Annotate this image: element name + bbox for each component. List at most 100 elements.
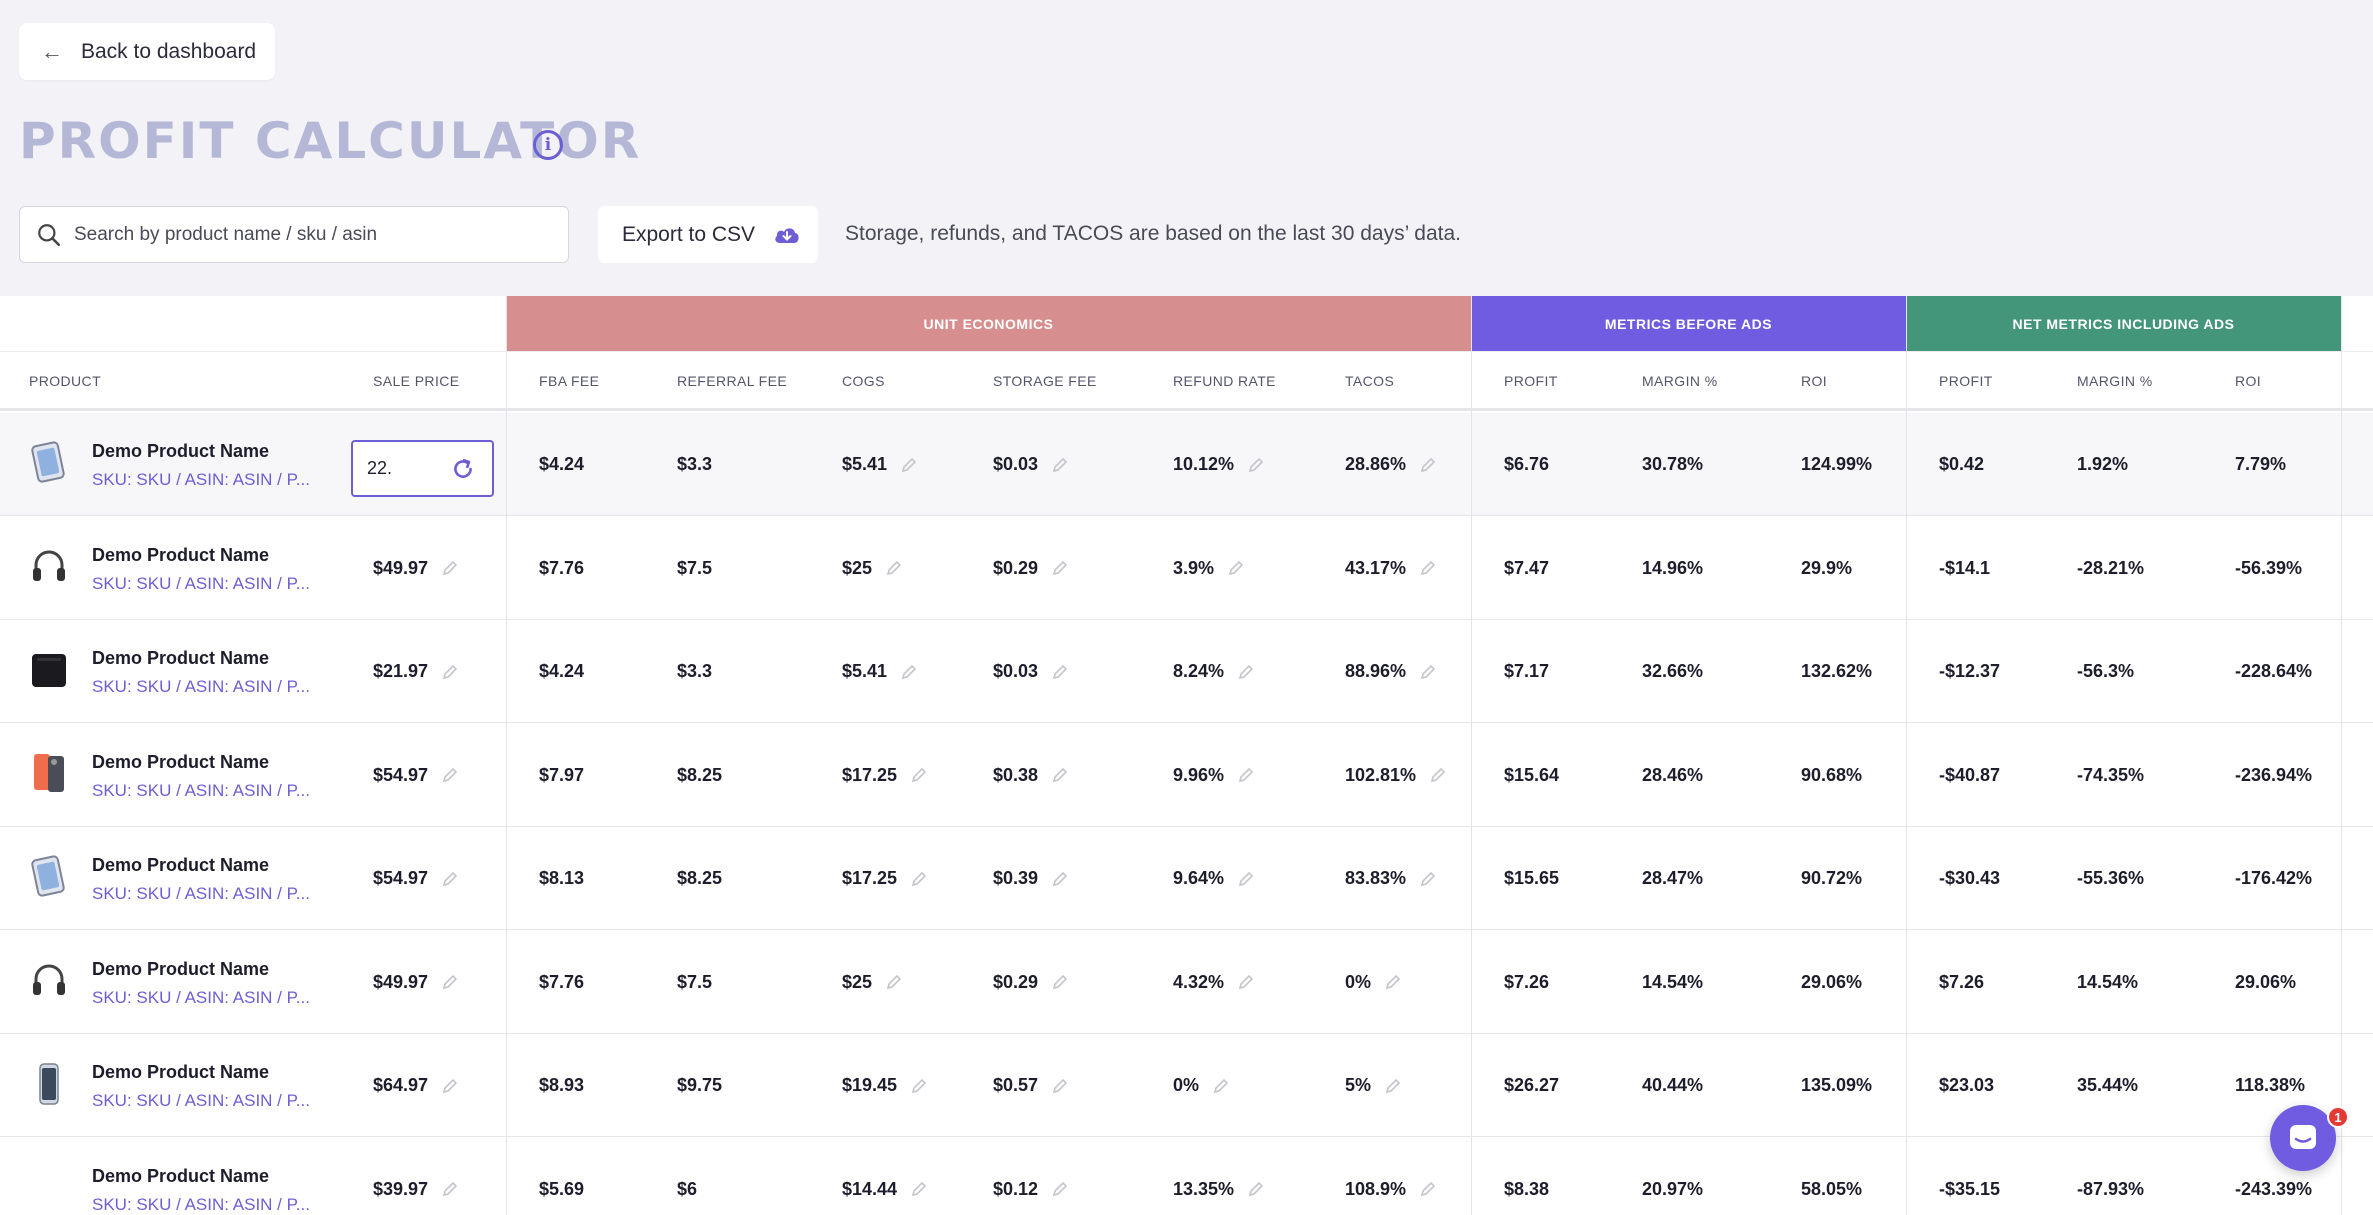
referral-value: $6 [677,1178,698,1199]
pencil-icon[interactable] [911,767,927,783]
search-field[interactable] [19,206,569,263]
pencil-icon[interactable] [1052,560,1068,576]
col-profit[interactable]: PROFIT [1504,372,1558,389]
pencil-icon[interactable] [1248,457,1264,473]
col-roi[interactable]: ROI [1801,372,1828,389]
pencil-icon[interactable] [442,560,458,576]
refund-cell: 3.9% [1173,517,1244,620]
pencil-icon[interactable] [1238,664,1254,680]
pencil-icon[interactable] [442,1181,458,1197]
pencil-icon[interactable] [1052,871,1068,887]
net-profit-cell: -$12.37 [1939,620,2000,723]
pencil-icon[interactable] [1420,1181,1436,1197]
cogs-cell: $17.25 [842,724,927,827]
tacos-cell: 0% [1345,931,1401,1034]
pencil-icon[interactable] [901,457,917,473]
pencil-icon[interactable] [1228,560,1244,576]
net-margin-cell: -87.93% [2077,1138,2144,1215]
data-note: Storage, refunds, and TACOS are based on… [845,222,1461,245]
col-storage-fee[interactable]: STORAGE FEE [993,372,1097,389]
chat-launcher-button[interactable] [2270,1105,2336,1171]
pencil-icon[interactable] [1052,1078,1068,1094]
export-csv-button[interactable]: Export to CSV [598,206,818,263]
product-name: Demo Product Name [92,855,270,875]
pencil-icon[interactable] [1430,767,1446,783]
pencil-icon[interactable] [442,871,458,887]
profit-cell: $26.27 [1504,1034,1559,1137]
back-to-dashboard-button[interactable]: ← Back to dashboard [19,23,275,80]
margin-value: 28.47% [1642,868,1704,888]
product-sku[interactable]: SKU: SKU / ASIN: ASIN / P... [92,987,310,1007]
pencil-icon[interactable] [911,1181,927,1197]
net-profit-value: -$40.87 [1939,764,2001,785]
pencil-icon[interactable] [442,767,458,783]
fba-value: $7.97 [539,764,585,785]
pencil-icon[interactable] [1052,664,1068,680]
product-sku[interactable]: SKU: SKU / ASIN: ASIN / P... [92,1194,310,1214]
col-tacos[interactable]: TACOS [1345,372,1395,389]
col-margin[interactable]: MARGIN % [1642,372,1718,389]
sale-price-value: $54.97 [373,868,429,888]
product-sku[interactable]: SKU: SKU / ASIN: ASIN / P... [92,573,310,593]
col-referral-fee[interactable]: REFERRAL FEE [677,372,788,389]
col-product[interactable]: PRODUCT [29,372,102,389]
col-cogs[interactable]: COGS [842,372,885,389]
product-sku[interactable]: SKU: SKU / ASIN: ASIN / P... [92,677,310,696]
sale-price-value: 22. [367,458,393,478]
refund-cell: 8.24% [1173,620,1254,723]
pencil-icon[interactable] [1238,767,1254,783]
table-row: Demo Product Name SKU: SKU / ASIN: ASIN /… [0,827,2373,930]
sale-price-input[interactable]: 22. [351,440,494,497]
col-net-profit[interactable]: PROFIT [1939,372,1993,389]
product-sku[interactable]: SKU: SKU / ASIN: ASIN / P... [92,780,310,800]
col-net-margin[interactable]: MARGIN % [2077,372,2153,389]
pencil-icon[interactable] [1385,1078,1401,1094]
cogs-cell: $25 [842,517,902,620]
net-roi-cell: -176.42% [2235,827,2312,930]
pencil-icon[interactable] [1238,871,1254,887]
pencil-icon[interactable] [1238,974,1254,990]
col-fba-fee[interactable]: FBA FEE [539,372,600,389]
refund-value: 13.35% [1173,1178,1235,1199]
product-sku[interactable]: SKU: SKU / ASIN: ASIN / P... [92,884,310,903]
pencil-icon[interactable] [1052,974,1068,990]
pencil-icon[interactable] [901,664,917,680]
tacos-value: 28.86% [1345,454,1407,474]
pencil-icon[interactable] [1385,974,1401,990]
col-sale-price[interactable]: SALE PRICE [373,372,460,389]
pencil-icon[interactable] [1052,767,1068,783]
sale-price-cell: $54.97 [373,827,458,930]
col-refund-rate[interactable]: REFUND RATE [1173,372,1276,389]
pencil-icon[interactable] [911,871,927,887]
pencil-icon[interactable] [1420,560,1436,576]
refresh-icon[interactable] [450,456,476,482]
fba-cell: $5.69 [539,1138,584,1215]
search-input[interactable] [74,223,554,246]
product-sku[interactable]: SKU: SKU / ASIN: ASIN / P... [92,1091,310,1110]
referral-cell: $3.3 [677,413,712,516]
pencil-icon[interactable] [886,560,902,576]
pencil-icon[interactable] [1420,664,1436,680]
case-icon [29,650,69,695]
sale-price-value: $21.97 [373,661,429,681]
fba-cell: $7.97 [539,724,584,827]
pencil-icon[interactable] [442,1078,458,1094]
pencil-icon[interactable] [442,974,458,990]
info-icon[interactable]: i [533,130,563,160]
pencil-icon[interactable] [911,1078,927,1094]
product-sku[interactable]: SKU: SKU / ASIN: ASIN / P... [92,470,310,489]
pencil-icon[interactable] [1052,1181,1068,1197]
net-roi-value: -56.39% [2235,557,2303,578]
pencil-icon[interactable] [1213,1078,1229,1094]
pencil-icon[interactable] [1420,457,1436,473]
storage-cell: $0.39 [993,827,1068,930]
pencil-icon[interactable] [886,974,902,990]
pencil-icon[interactable] [442,664,458,680]
margin-cell: 14.54% [1642,931,1703,1034]
net-profit-cell: -$14.1 [1939,517,1990,620]
profit-value: $8.38 [1504,1178,1550,1199]
pencil-icon[interactable] [1052,457,1068,473]
col-net-roi[interactable]: ROI [2235,372,2262,389]
pencil-icon[interactable] [1248,1181,1264,1197]
pencil-icon[interactable] [1420,871,1436,887]
